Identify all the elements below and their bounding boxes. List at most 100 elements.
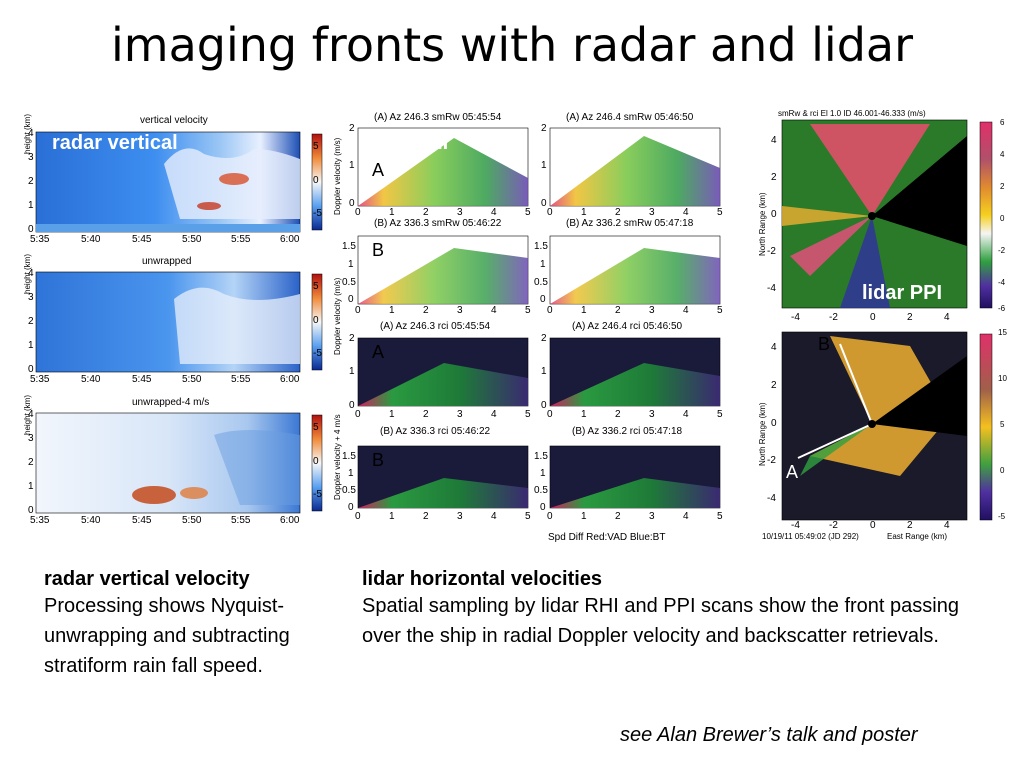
rhi-letter-b-1: B: [372, 240, 385, 260]
ppi1-xtick-0: -4: [791, 312, 800, 323]
lidar-rhi-overlay: lidar RHI: [366, 132, 449, 154]
radar2-ytick-0: 4: [28, 268, 34, 279]
radar2-xtick-3: 5:50: [182, 374, 202, 385]
rhi-row4-xtick-0: 0: [355, 511, 361, 522]
rhi6-ytick-1: 1: [541, 366, 547, 377]
ppi-cbar1-tick-3: 0: [1000, 214, 1005, 223]
rhi8-ytick-2: 0.5: [534, 485, 548, 496]
radar3-xtick-5: 6:00: [280, 515, 300, 526]
radar3-ytick-4: 0: [28, 505, 34, 516]
rhi2-ytick-2: 0: [541, 198, 547, 209]
ppi-cbar2-tick-2: 5: [1000, 420, 1005, 429]
rhi8-ytick-0: 1.5: [534, 451, 548, 462]
rhi-row2-xtick-3: 3: [457, 305, 463, 316]
rhi-letter-a-2: A: [372, 342, 385, 362]
rhi-row1b-xtick-0: 0: [547, 207, 553, 218]
radar1-ytick-2: 2: [28, 176, 34, 187]
radar-panel-1-title: vertical velocity: [140, 115, 208, 126]
ppi-timestamp: 10/19/11 05:49:02 (JD 292): [762, 532, 859, 541]
radar1-xtick-5: 6:00: [280, 234, 300, 245]
radar2-ytick-4: 0: [28, 364, 34, 375]
radar-cbar2-tick-1: 0: [313, 315, 319, 326]
ppi-header: smRw & rci El 1.0 ID 46.001-46.333 (m/s): [778, 109, 926, 118]
radar2-xtick-0: 5:35: [30, 374, 50, 385]
radar3-ytick-3: 1: [28, 481, 34, 492]
ppi-cbar2-tick-0: 15: [998, 328, 1007, 337]
rhi-row3-xtick-0: 0: [355, 409, 361, 420]
rhi-row2b-xtick-4: 4: [683, 305, 689, 316]
radar-vertical-overlay: radar vertical: [52, 132, 178, 154]
rhi-row1b-xtick-2: 2: [615, 207, 621, 218]
rhi-footer: Spd Diff Red:VAD Blue:BT: [548, 532, 666, 543]
rhi-row4b-xtick-2: 2: [615, 511, 621, 522]
ppi1-ytick-0: 4: [771, 135, 777, 146]
ppi1-ytick-4: -4: [767, 283, 776, 294]
ppi-xlabel: East Range (km): [887, 532, 948, 541]
radar-panel-1: [35, 131, 323, 233]
rhi-letter-b-2: B: [372, 450, 385, 470]
radar3-xtick-0: 5:35: [30, 515, 50, 526]
rhi-row3b-xtick-5: 5: [717, 409, 723, 420]
rhi-row3b-xtick-4: 4: [683, 409, 689, 420]
ppi-cbar2-tick-3: 0: [1000, 466, 1005, 475]
radar1-ytick-1: 3: [28, 152, 34, 163]
radar-cbar-label-2: Doppler velocity (m/s): [333, 277, 342, 355]
rhi2-ytick-1: 1: [541, 160, 547, 171]
rhi5-ytick-0: 2: [349, 333, 355, 344]
ppi-cbar1-tick-1: 4: [1000, 150, 1005, 159]
ppi1-ytick-1: 2: [771, 172, 777, 183]
ppi2-xtick-3: 2: [907, 520, 913, 531]
rhi-row4b-xtick-1: 1: [581, 511, 587, 522]
ppi2-xtick-0: -4: [791, 520, 800, 531]
ppi-cbar1-tick-0: 6: [1000, 118, 1005, 127]
radar-panel-2: [35, 271, 323, 373]
rhi-row4-xtick-1: 1: [389, 511, 395, 522]
rhi-row3b-xtick-0: 0: [547, 409, 553, 420]
rhi-row2-xtick-5: 5: [525, 305, 531, 316]
rhi-panel-7-title: (B) Az 336.3 rci 05:46:22: [380, 426, 491, 437]
radar3-ytick-1: 3: [28, 433, 34, 444]
ppi1-ytick-2: 0: [771, 209, 777, 220]
rhi-row2b-xtick-5: 5: [717, 305, 723, 316]
radar-cbar2-tick-0: 5: [313, 281, 319, 292]
rhi-row4-xtick-4: 4: [491, 511, 497, 522]
credit-line: see Alan Brewer’s talk and poster: [620, 724, 918, 746]
rhi-plots-canvas: [357, 127, 721, 509]
ppi2-ytick-2: 0: [771, 418, 777, 429]
left-caption: radar vertical velocity Processing shows…: [44, 568, 334, 681]
right-caption-heading: lidar horizontal velocities: [362, 568, 603, 590]
rhi-row4b-xtick-3: 3: [649, 511, 655, 522]
rhi-row4b-xtick-0: 0: [547, 511, 553, 522]
ppi1-ytick-3: -2: [767, 246, 776, 257]
left-caption-heading: radar vertical velocity: [44, 568, 250, 590]
radar2-xtick-4: 5:55: [231, 374, 251, 385]
rhi-row3b-xtick-1: 1: [581, 409, 587, 420]
radar-cbar3-tick-2: -5: [313, 489, 322, 500]
rhi8-ytick-1: 1: [540, 468, 546, 479]
rhi-row1-xtick-0: 0: [355, 207, 361, 218]
ppi-letter-a: A: [786, 462, 799, 482]
radar3-xtick-1: 5:40: [81, 515, 101, 526]
rhi4-ytick-0: 1.5: [534, 241, 548, 252]
rhi-panel-2-title: (A) Az 246.4 smRw 05:46:50: [566, 112, 694, 123]
radar-cbar3-tick-1: 0: [313, 456, 319, 467]
rhi-panel-8-title: (B) Az 336.2 rci 05:47:18: [572, 426, 683, 437]
radar1-ytick-3: 1: [28, 200, 34, 211]
ppi1-xtick-1: -2: [829, 312, 838, 323]
radar3-xtick-3: 5:50: [182, 515, 202, 526]
ppi1-xtick-4: 4: [944, 312, 950, 323]
rhi-row1b-xtick-5: 5: [717, 207, 723, 218]
rhi-row4b-xtick-4: 4: [683, 511, 689, 522]
rhi-panel-5-title: (A) Az 246.3 rci 05:45:54: [380, 321, 491, 332]
radar2-ytick-3: 1: [28, 340, 34, 351]
rhi6-ytick-0: 2: [541, 333, 547, 344]
radar3-ytick-0: 4: [28, 409, 34, 420]
ppi2-ytick-0: 4: [771, 342, 777, 353]
rhi3-ytick-0: 1.5: [342, 241, 356, 252]
rhi6-ytick-2: 0: [541, 400, 547, 411]
rhi3-ytick-2: 0.5: [342, 277, 356, 288]
right-caption-body: Spatial sampling by lidar RHI and PPI sc…: [362, 595, 959, 647]
rhi4-ytick-1: 1: [540, 259, 546, 270]
radar-panel-2-title: unwrapped: [142, 256, 192, 267]
rhi-row3-xtick-5: 5: [525, 409, 531, 420]
